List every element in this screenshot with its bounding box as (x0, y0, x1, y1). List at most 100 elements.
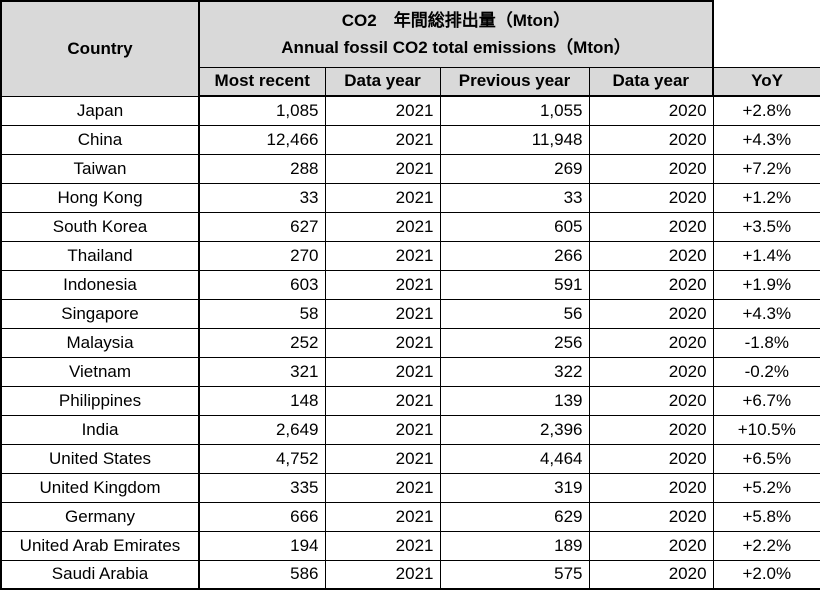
country-cell: Malaysia (0, 327, 200, 358)
most-recent-cell: 270 (198, 240, 326, 271)
most-recent-cell: 4,752 (198, 443, 326, 474)
previous-year-cell: 319 (439, 472, 590, 503)
data-year-2-cell: 2020 (588, 501, 714, 532)
data-year-2-cell: 2020 (588, 559, 714, 590)
data-year-1-cell: 2021 (324, 269, 441, 300)
table-body: Japan 1,085 2021 1,055 2020 +2.8% China … (0, 95, 820, 590)
country-cell: Taiwan (0, 153, 200, 184)
most-recent-column-header: Most recent (198, 66, 326, 97)
previous-year-cell: 33 (439, 182, 590, 213)
emissions-title-japanese: CO2 年間総排出量（Mton） (341, 11, 571, 31)
yoy-cell: +2.2% (712, 530, 820, 561)
most-recent-cell: 12,466 (198, 124, 326, 155)
yoy-cell: +1.2% (712, 182, 820, 213)
yoy-cell: +6.7% (712, 385, 820, 416)
country-cell: Indonesia (0, 269, 200, 300)
data-year-1-cell: 2021 (324, 240, 441, 271)
previous-year-cell: 189 (439, 530, 590, 561)
table-row: Saudi Arabia 586 2021 575 2020 +2.0% (0, 559, 820, 590)
data-year-1-cell: 2021 (324, 385, 441, 416)
yoy-cell: -0.2% (712, 356, 820, 387)
data-year-2-cell: 2020 (588, 95, 714, 126)
data-year-1-cell: 2021 (324, 414, 441, 445)
most-recent-cell: 33 (198, 182, 326, 213)
data-year-2-cell: 2020 (588, 298, 714, 329)
yoy-cell: +4.3% (712, 124, 820, 155)
yoy-cell: -1.8% (712, 327, 820, 358)
data-year-2-cell: 2020 (588, 327, 714, 358)
yoy-cell: +3.5% (712, 211, 820, 242)
emissions-title-english: Annual fossil CO2 total emissions（Mton） (281, 38, 631, 58)
data-year-1-cell: 2021 (324, 501, 441, 532)
country-cell: South Korea (0, 211, 200, 242)
data-year-1-column-header: Data year (324, 66, 441, 97)
table-row: China 12,466 2021 11,948 2020 +4.3% (0, 124, 820, 155)
country-cell: United Kingdom (0, 472, 200, 503)
table-row: Vietnam 321 2021 322 2020 -0.2% (0, 356, 820, 387)
table-row: South Korea 627 2021 605 2020 +3.5% (0, 211, 820, 242)
table-row: United States 4,752 2021 4,464 2020 +6.5… (0, 443, 820, 474)
previous-year-cell: 575 (439, 559, 590, 590)
data-year-2-cell: 2020 (588, 182, 714, 213)
table-row: United Arab Emirates 194 2021 189 2020 +… (0, 530, 820, 561)
data-year-2-cell: 2020 (588, 443, 714, 474)
table-row: India 2,649 2021 2,396 2020 +10.5% (0, 414, 820, 445)
data-year-2-cell: 2020 (588, 472, 714, 503)
data-year-2-cell: 2020 (588, 240, 714, 271)
yoy-cell: +2.8% (712, 95, 820, 126)
table-row: Japan 1,085 2021 1,055 2020 +2.8% (0, 95, 820, 126)
data-year-1-cell: 2021 (324, 211, 441, 242)
empty-header-cell (712, 1, 820, 68)
data-year-2-cell: 2020 (588, 124, 714, 155)
previous-year-cell: 139 (439, 385, 590, 416)
most-recent-cell: 58 (198, 298, 326, 329)
yoy-cell: +5.2% (712, 472, 820, 503)
country-cell: Singapore (0, 298, 200, 329)
previous-year-column-header: Previous year (439, 66, 590, 97)
yoy-cell: +4.3% (712, 298, 820, 329)
previous-year-cell: 4,464 (439, 443, 590, 474)
data-year-2-cell: 2020 (588, 153, 714, 184)
country-cell: Thailand (0, 240, 200, 271)
data-year-2-column-header: Data year (588, 66, 714, 97)
data-year-2-cell: 2020 (588, 211, 714, 242)
previous-year-cell: 56 (439, 298, 590, 329)
data-year-2-cell: 2020 (588, 356, 714, 387)
yoy-cell: +1.4% (712, 240, 820, 271)
table-row: Hong Kong 33 2021 33 2020 +1.2% (0, 182, 820, 213)
data-year-1-cell: 2021 (324, 124, 441, 155)
previous-year-cell: 629 (439, 501, 590, 532)
most-recent-cell: 194 (198, 530, 326, 561)
data-year-1-cell: 2021 (324, 559, 441, 590)
most-recent-cell: 321 (198, 356, 326, 387)
most-recent-cell: 335 (198, 472, 326, 503)
country-column-header: Country (0, 0, 200, 97)
country-cell: Saudi Arabia (0, 559, 200, 590)
data-year-2-cell: 2020 (588, 385, 714, 416)
previous-year-cell: 591 (439, 269, 590, 300)
most-recent-cell: 252 (198, 327, 326, 358)
table-row: Indonesia 603 2021 591 2020 +1.9% (0, 269, 820, 300)
table-row: Germany 666 2021 629 2020 +5.8% (0, 501, 820, 532)
most-recent-cell: 586 (198, 559, 326, 590)
data-year-1-cell: 2021 (324, 153, 441, 184)
country-cell: China (0, 124, 200, 155)
yoy-column-header: YoY (712, 66, 820, 97)
most-recent-cell: 666 (198, 501, 326, 532)
yoy-cell: +1.9% (712, 269, 820, 300)
yoy-cell: +6.5% (712, 443, 820, 474)
country-cell: United Arab Emirates (0, 530, 200, 561)
data-year-2-cell: 2020 (588, 530, 714, 561)
data-year-1-cell: 2021 (324, 95, 441, 126)
table-row: Philippines 148 2021 139 2020 +6.7% (0, 385, 820, 416)
data-year-1-cell: 2021 (324, 298, 441, 329)
most-recent-cell: 148 (198, 385, 326, 416)
previous-year-cell: 269 (439, 153, 590, 184)
previous-year-cell: 1,055 (439, 95, 590, 126)
data-year-1-cell: 2021 (324, 182, 441, 213)
data-year-2-cell: 2020 (588, 269, 714, 300)
country-cell: India (0, 414, 200, 445)
data-year-2-cell: 2020 (588, 414, 714, 445)
previous-year-cell: 266 (439, 240, 590, 271)
table-row: Thailand 270 2021 266 2020 +1.4% (0, 240, 820, 271)
